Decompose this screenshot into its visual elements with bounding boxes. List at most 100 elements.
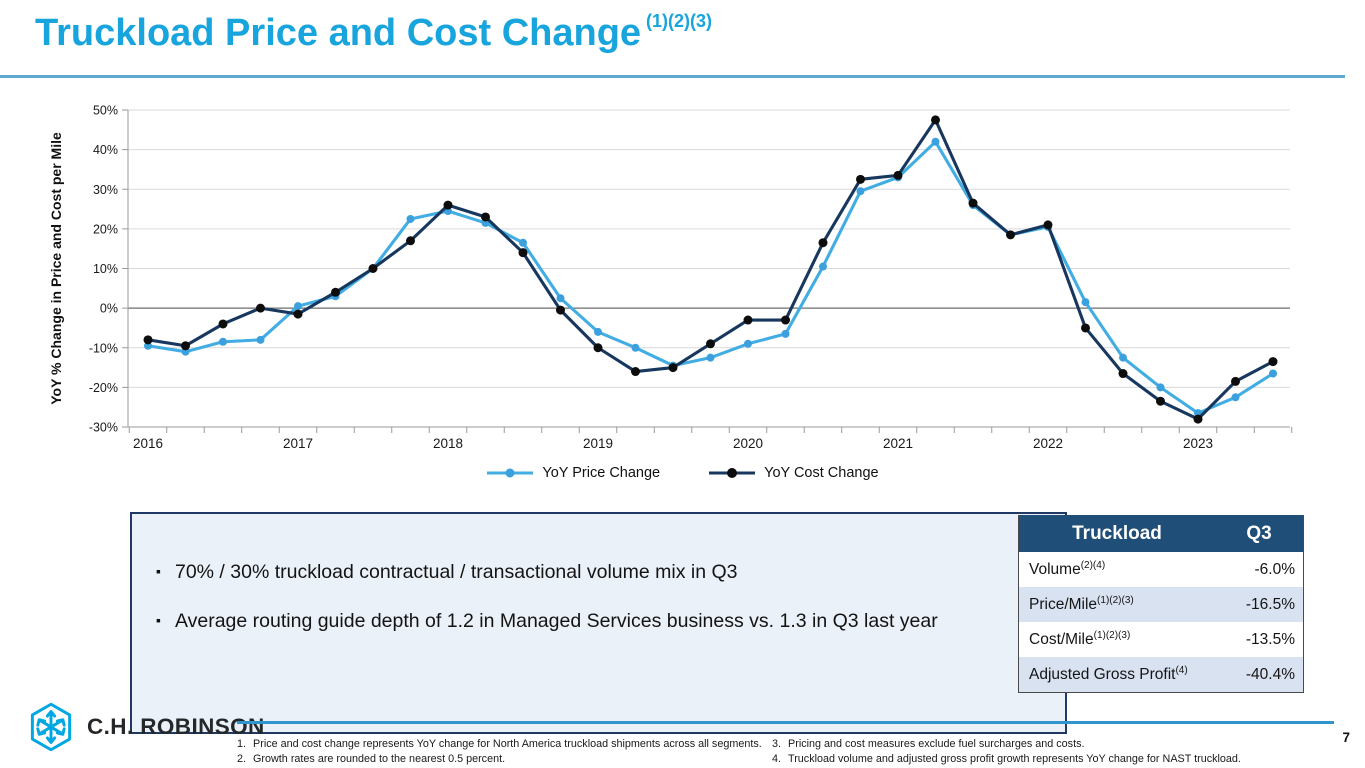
footnote-number: 2. — [237, 753, 247, 766]
row-label: Cost/Mile(1)(2)(3) — [1029, 630, 1246, 649]
row-label-text: Volume — [1029, 561, 1081, 579]
table-row: Volume(2)(4) -6.0% — [1019, 552, 1303, 587]
table-row: Cost/Mile(1)(2)(3) -13.5% — [1019, 622, 1303, 657]
cost-point — [818, 238, 828, 248]
row-value: -16.5% — [1245, 595, 1295, 613]
price-point — [256, 335, 265, 344]
table-row: Adjusted Gross Profit(4) -40.4% — [1019, 657, 1303, 692]
footnotes-right: 3. Pricing and cost measures exclude fuel… — [772, 737, 1241, 767]
company-logo-text: C.H. ROBINSON — [87, 714, 265, 739]
table-row: Price/Mile(1)(2)(3) -16.5% — [1019, 587, 1303, 622]
footer-divider — [237, 721, 1334, 724]
page-title-footnote-refs: (1)(2)(3) — [646, 11, 713, 32]
company-logo: C.H. ROBINSON — [28, 702, 265, 752]
cost-point — [218, 319, 228, 329]
footnote: 2. Growth rates are rounded to the neares… — [237, 752, 762, 767]
x-year-label: 2023 — [1183, 436, 1213, 451]
row-label-text: Cost/Mile — [1029, 631, 1094, 649]
cost-point — [931, 115, 940, 125]
cost-point — [1043, 220, 1053, 230]
y-tick-label: -10% — [89, 341, 118, 355]
y-tick-label: 30% — [93, 183, 118, 197]
cost-point — [443, 200, 453, 210]
cost-point — [706, 339, 715, 349]
cost-point — [1081, 323, 1090, 333]
cost-point — [331, 287, 340, 297]
footnote-number: 3. — [772, 738, 782, 750]
bullet-item: ▪ 70% / 30% truckload contractual / tran… — [156, 558, 1039, 586]
y-tick-label: 40% — [93, 143, 118, 157]
y-tick-label: 0% — [100, 302, 118, 316]
footnote-text: Growth rates are rounded to the nearest … — [253, 753, 506, 766]
row-label: Volume(2)(4) — [1029, 560, 1255, 579]
price-line — [146, 140, 1275, 415]
legend-item-price: YoY Price Change — [486, 465, 660, 481]
table-header-q3: Q3 — [1246, 522, 1272, 544]
cost-point — [631, 367, 640, 377]
cost-point — [856, 174, 865, 184]
footnote: 1. Price and cost change represents YoY c… — [237, 737, 762, 752]
x-year-label: 2016 — [133, 436, 163, 451]
cost-point — [1193, 414, 1203, 424]
bullet-square-icon: ▪ — [156, 563, 161, 579]
cost-point — [368, 264, 378, 273]
cost-point — [1118, 369, 1128, 379]
row-value: -13.5% — [1245, 630, 1295, 648]
price-point — [819, 262, 827, 271]
y-tick-label: 10% — [93, 262, 118, 276]
cost-point — [1268, 357, 1278, 367]
page-number: 7 — [1342, 730, 1350, 745]
y-tick-label: 20% — [93, 222, 118, 236]
cost-point — [1231, 376, 1240, 386]
footnote: 4. Truckload volume and adjusted gross pr… — [772, 752, 1241, 767]
chrobinson-hexagon-icon — [30, 702, 72, 752]
footnotes-left: 1. Price and cost change represents YoY c… — [237, 737, 762, 767]
price-point — [1269, 369, 1277, 378]
footnote-text: Pricing and cost measures exclude fuel s… — [788, 738, 1085, 750]
row-label-text: Price/Mile — [1029, 596, 1098, 614]
price-cost-chart: 50% 40% 30% 20% 10% 0% -10% -20% -30% 2016 2017 201… — [0, 95, 1365, 455]
bullet-text: Average routing guide depth of 1.2 in Ma… — [174, 610, 938, 633]
legend-label-cost: YoY Cost Change — [764, 465, 879, 481]
row-value: -6.0% — [1254, 560, 1296, 578]
price-point — [931, 137, 940, 146]
cost-point — [556, 305, 565, 315]
cost-point — [143, 335, 153, 345]
page-title-text: Truckload Price and Cost Change — [35, 12, 642, 54]
x-year-label: 2021 — [883, 436, 913, 451]
x-year-label: 2022 — [1033, 436, 1063, 451]
table-header-truckload: Truckload — [1072, 522, 1162, 544]
row-label: Adjusted Gross Profit(4) — [1029, 665, 1246, 684]
footnote-text: Price and cost change represents YoY cha… — [253, 738, 762, 750]
bullet-item: ▪ Average routing guide depth of 1.2 in … — [156, 607, 1039, 635]
cost-point — [781, 315, 790, 325]
x-year-label: 2019 — [583, 436, 613, 451]
y-tick-label: -20% — [89, 381, 118, 395]
price-point — [556, 294, 565, 303]
cost-point — [256, 303, 265, 313]
cost-line — [146, 118, 1275, 421]
footnote: 3. Pricing and cost measures exclude fuel… — [772, 737, 1241, 752]
cost-point — [968, 198, 978, 208]
footnote-number: 4. — [772, 753, 782, 766]
legend-label-price: YoY Price Change — [542, 465, 661, 481]
price-point — [519, 238, 527, 247]
row-label: Price/Mile(1)(2)(3) — [1029, 595, 1246, 614]
truckload-table: Truckload Q3 Volume(2)(4) -6.0% Price/Mi… — [1018, 515, 1304, 693]
chart-legend: YoY Price Change YoY Cost Change — [0, 465, 1365, 481]
price-point — [1231, 393, 1240, 402]
price-point — [856, 187, 865, 196]
x-year-label: 2018 — [433, 436, 463, 451]
cost-point — [1006, 230, 1015, 240]
y-tick-label: -30% — [89, 421, 118, 435]
footnote-text: Truckload volume and adjusted gross prof… — [788, 753, 1241, 766]
chart-canvas: 50% 40% 30% 20% 10% 0% -10% -20% -30% 2016 2017 201… — [48, 104, 1293, 451]
highlights-box: ▪ 70% / 30% truckload contractual / tran… — [130, 512, 1067, 734]
cost-point — [406, 236, 415, 246]
cost-point — [518, 248, 528, 258]
cost-point — [743, 315, 753, 325]
row-footnote-refs: (4) — [1175, 664, 1188, 676]
footnote-number: 1. — [237, 738, 247, 750]
price-point — [781, 329, 790, 338]
